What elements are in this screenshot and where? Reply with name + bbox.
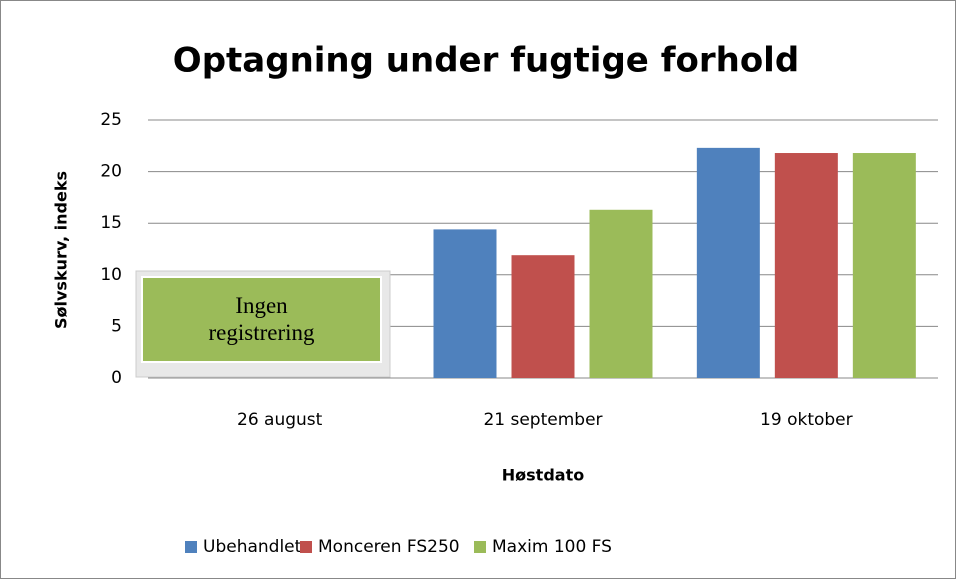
legend-swatch (300, 541, 312, 553)
annotation-text: Ingen registrering (208, 293, 315, 345)
legend-swatch (474, 541, 486, 553)
bar (774, 153, 838, 378)
bar (433, 229, 497, 378)
legend-label: Monceren FS250 (318, 537, 460, 557)
x-tick-label: 19 oktober (760, 410, 853, 430)
x-axis-label: Høstdato (502, 466, 584, 485)
y-tick-label: 5 (111, 316, 122, 336)
y-tick-label: 0 (111, 368, 122, 388)
y-tick-label: 15 (100, 213, 122, 233)
bar (589, 209, 653, 378)
bar (696, 147, 760, 378)
bar (511, 255, 575, 378)
bar (852, 153, 916, 378)
x-tick-label: 26 august (237, 410, 323, 430)
y-tick-label: 25 (100, 110, 122, 130)
annotation: Ingen registrering (208, 293, 315, 345)
y-axis-label: Sølvskurv, indeks (52, 171, 71, 329)
legend-label: Ubehandlet (203, 537, 302, 557)
legend-label: Maxim 100 FS (492, 537, 612, 557)
y-tick-label: 20 (100, 162, 122, 182)
legend-swatch (185, 541, 197, 553)
y-tick-label: 10 (100, 265, 122, 285)
x-tick-label: 21 september (483, 410, 602, 430)
annotation-box (141, 276, 382, 363)
chart-title: Optagning under fugtige forhold (173, 41, 799, 81)
